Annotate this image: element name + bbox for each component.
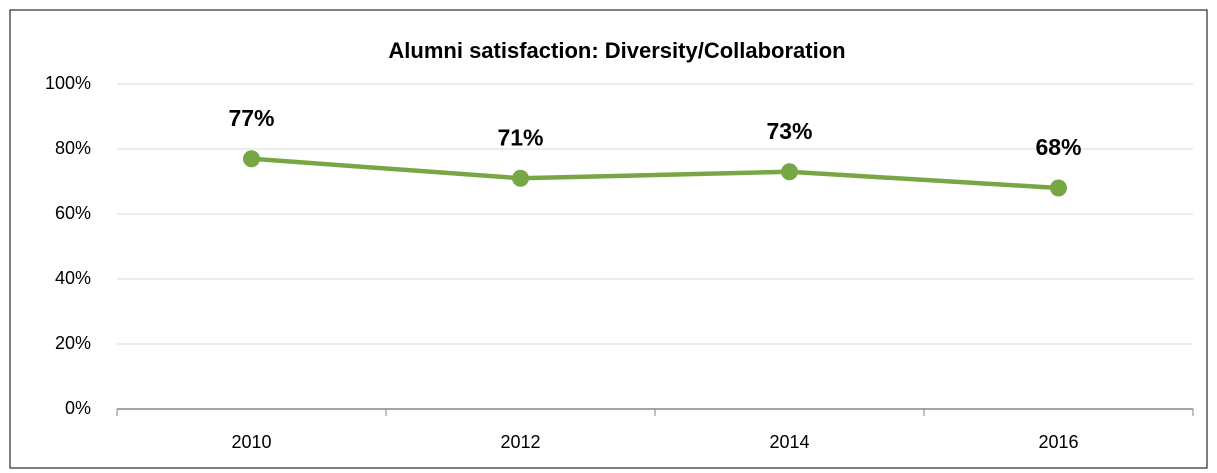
x-tick-label: 2012	[500, 432, 540, 452]
chart-frame	[9, 9, 1208, 469]
y-tick-label: 20%	[55, 333, 91, 353]
x-tick-label: 2010	[231, 432, 271, 452]
y-tick-label: 100%	[45, 73, 91, 93]
y-tick-label: 40%	[55, 268, 91, 288]
data-label: 77%	[228, 105, 274, 131]
line	[251, 156, 1059, 191]
marker	[512, 169, 529, 187]
data-label: 73%	[766, 118, 812, 144]
data-label: 71%	[497, 124, 543, 150]
marker	[243, 150, 260, 168]
y-tick-label: 80%	[55, 138, 91, 158]
data-label: 68%	[1035, 134, 1081, 160]
x-tick-label: 2016	[1038, 432, 1078, 452]
marker	[1050, 179, 1067, 197]
x-tick-label: 2014	[769, 432, 809, 452]
marker	[781, 163, 798, 181]
y-tick-label: 60%	[55, 203, 91, 223]
chart-title: Alumni satisfaction: Diversity/Collabora…	[388, 38, 845, 63]
y-tick-label: 0%	[65, 398, 91, 418]
